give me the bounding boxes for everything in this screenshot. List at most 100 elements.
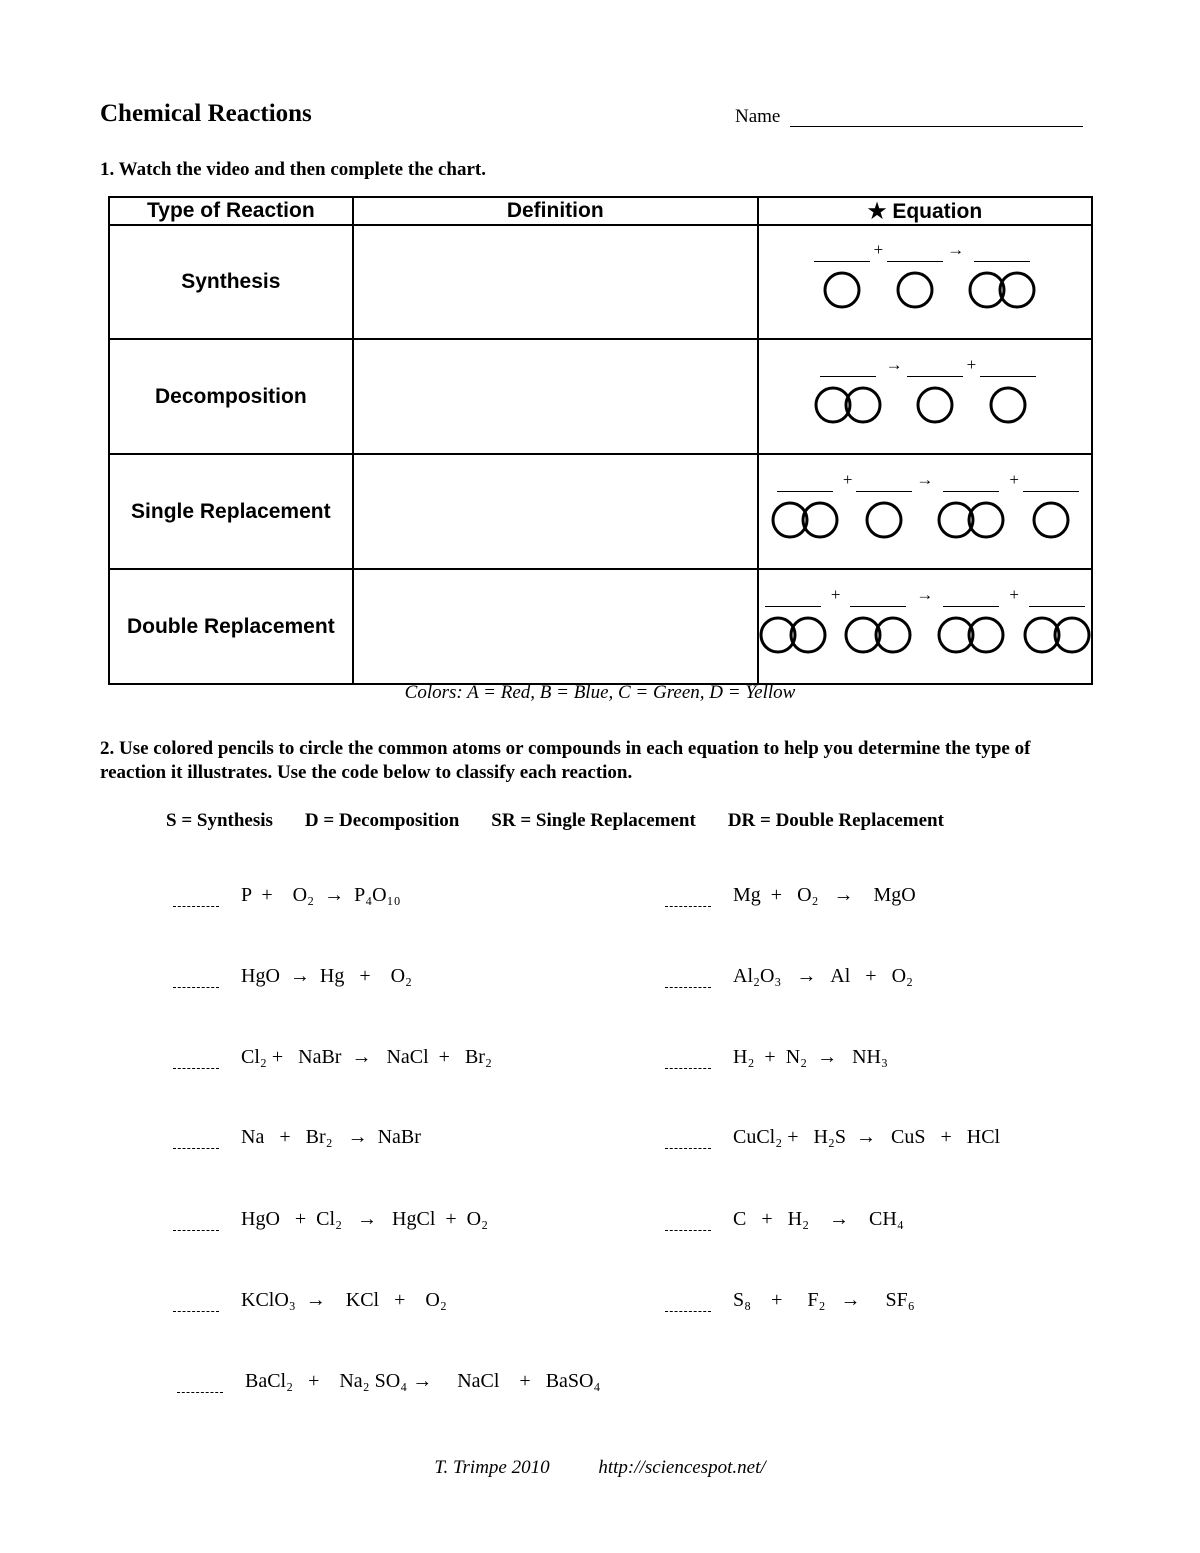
equation-term <box>844 605 912 655</box>
equation-item: H₂ + N₂ → NH₃ <box>665 1046 888 1069</box>
header-definition: Definition <box>351 196 759 226</box>
code-synthesis: S = Synthesis <box>166 810 273 831</box>
answer-blank[interactable] <box>819 375 876 377</box>
equation-item: HgO → Hg + O₂ <box>173 965 412 988</box>
answer-blank[interactable] <box>980 375 1037 377</box>
answer-blank[interactable] <box>850 605 907 607</box>
classification-blank[interactable] <box>173 1230 219 1231</box>
answer-blank[interactable] <box>887 260 944 262</box>
equation-term <box>813 260 870 310</box>
classification-blank[interactable] <box>665 1068 711 1069</box>
colors-note: Colors: A = Red, B = Blue, C = Green, D … <box>404 682 796 703</box>
operator: → <box>885 354 903 374</box>
atom-circles-icon <box>771 501 839 538</box>
operator: → <box>916 584 934 604</box>
classification-blank[interactable] <box>665 1311 711 1312</box>
classification-blank[interactable] <box>173 987 219 988</box>
answer-blank[interactable] <box>856 490 913 492</box>
definition-cell[interactable] <box>351 224 759 340</box>
equation-text: S₈ + F₂ → SF₆ <box>733 1289 915 1311</box>
code-decomposition: D = Decomposition <box>304 810 460 831</box>
name-field[interactable] <box>790 126 1083 127</box>
equation-term <box>1023 490 1079 540</box>
definition-cell[interactable] <box>351 338 759 455</box>
atom-circles-icon <box>1023 616 1091 653</box>
equation-text: Cl₂ + NaBr → NaCl + Br₂ <box>241 1046 492 1068</box>
operator: + <box>966 354 977 374</box>
equation-term <box>771 490 839 540</box>
classification-blank[interactable] <box>173 906 219 907</box>
answer-blank[interactable] <box>943 490 1000 492</box>
equation-item: Na + Br₂ → NaBr <box>173 1126 421 1149</box>
definition-cell[interactable] <box>351 453 759 570</box>
definition-cell[interactable] <box>351 568 759 685</box>
equation-text: C + H₂ → CH₄ <box>733 1208 904 1230</box>
classification-blank[interactable] <box>665 1148 711 1149</box>
answer-blank[interactable] <box>1023 490 1079 492</box>
header-equation: ★ Equation <box>756 196 1094 226</box>
equation-term <box>937 490 1005 540</box>
equation-item: HgO + Cl₂ → HgCl + O₂ <box>173 1208 488 1231</box>
operator: + <box>830 584 841 604</box>
equation-item: Al₂O₃ → Al + O₂ <box>665 965 913 988</box>
chart-row: Double Replacement + → + <box>108 568 1094 685</box>
name-label: Name <box>735 106 781 127</box>
worksheet-title: Chemical Reactions <box>100 100 312 127</box>
equation-term <box>980 375 1037 425</box>
classification-blank[interactable] <box>665 987 711 988</box>
chart-row: Decomposition → + <box>108 338 1094 455</box>
equation-cell: + → + <box>756 453 1094 570</box>
equation-item: C + H₂ → CH₄ <box>665 1208 904 1231</box>
equation-term <box>814 375 882 425</box>
classification-blank[interactable] <box>173 1148 219 1149</box>
question-2: 2. Use colored pencils to circle the com… <box>100 738 1031 783</box>
equation-term <box>759 605 827 655</box>
reaction-chart: Type of Reaction Definition ★ Equation S… <box>108 196 1094 685</box>
answer-blank[interactable] <box>776 490 833 492</box>
code-double-replacement: DR = Double Replacement <box>727 810 944 831</box>
classification-blank[interactable] <box>173 1068 219 1069</box>
chart-row: Synthesis + → <box>108 224 1094 340</box>
atom-circles-icon <box>823 271 861 309</box>
chart-row: Single Replacement + → + <box>108 453 1094 570</box>
operator: → <box>916 469 934 489</box>
answer-blank[interactable] <box>906 375 963 377</box>
answer-blank[interactable] <box>943 605 1000 607</box>
atom-circles-icon <box>937 616 1005 653</box>
equation-item: Mg + O₂ → MgO <box>665 884 916 907</box>
equation-item: Cl₂ + NaBr → NaCl + Br₂ <box>173 1046 492 1069</box>
atom-circles-icon <box>937 501 1005 538</box>
equation-text: Na + Br₂ → NaBr <box>241 1126 421 1148</box>
equation-term <box>906 375 963 425</box>
equation-text: BaCl₂ + Na₂ SO₄ → NaCl + BaSO₄ <box>245 1370 601 1392</box>
header-type: Type of Reaction <box>108 196 354 226</box>
classification-blank[interactable] <box>665 906 711 907</box>
operator: + <box>1009 469 1019 489</box>
equation-text: H₂ + N₂ → NH₃ <box>733 1046 888 1068</box>
classification-blank[interactable] <box>177 1392 223 1393</box>
answer-blank[interactable] <box>813 260 870 262</box>
equation-term <box>937 605 1005 655</box>
equation-item: BaCl₂ + Na₂ SO₄ → NaCl + BaSO₄ <box>177 1370 600 1393</box>
equation-term <box>887 260 944 310</box>
atom-circles-icon <box>989 386 1027 423</box>
equation-item: S₈ + F₂ → SF₆ <box>665 1289 915 1312</box>
equation-text: Mg + O₂ → MgO <box>733 884 916 906</box>
atom-circles-icon <box>1032 501 1070 538</box>
operator: + <box>1009 584 1019 604</box>
equation-item: P + O₂ → P₄O₁₀ <box>173 884 401 907</box>
reaction-type: Single Replacement <box>108 453 354 570</box>
equation-term <box>1023 605 1091 655</box>
classification-blank[interactable] <box>173 1311 219 1312</box>
operator: + <box>842 469 853 489</box>
answer-blank[interactable] <box>764 605 821 607</box>
equation-text: HgO + Cl₂ → HgCl + O₂ <box>241 1208 489 1230</box>
question-1: 1. Watch the video and then complete the… <box>100 159 486 180</box>
classification-blank[interactable] <box>665 1230 711 1231</box>
answer-blank[interactable] <box>974 260 1031 262</box>
answer-blank[interactable] <box>1029 605 1085 607</box>
reaction-type: Decomposition <box>108 338 354 455</box>
operator: → <box>947 240 965 259</box>
equation-text: CuCl₂ + H₂S → CuS + HCl <box>733 1126 1001 1148</box>
atom-circles-icon <box>896 271 934 309</box>
